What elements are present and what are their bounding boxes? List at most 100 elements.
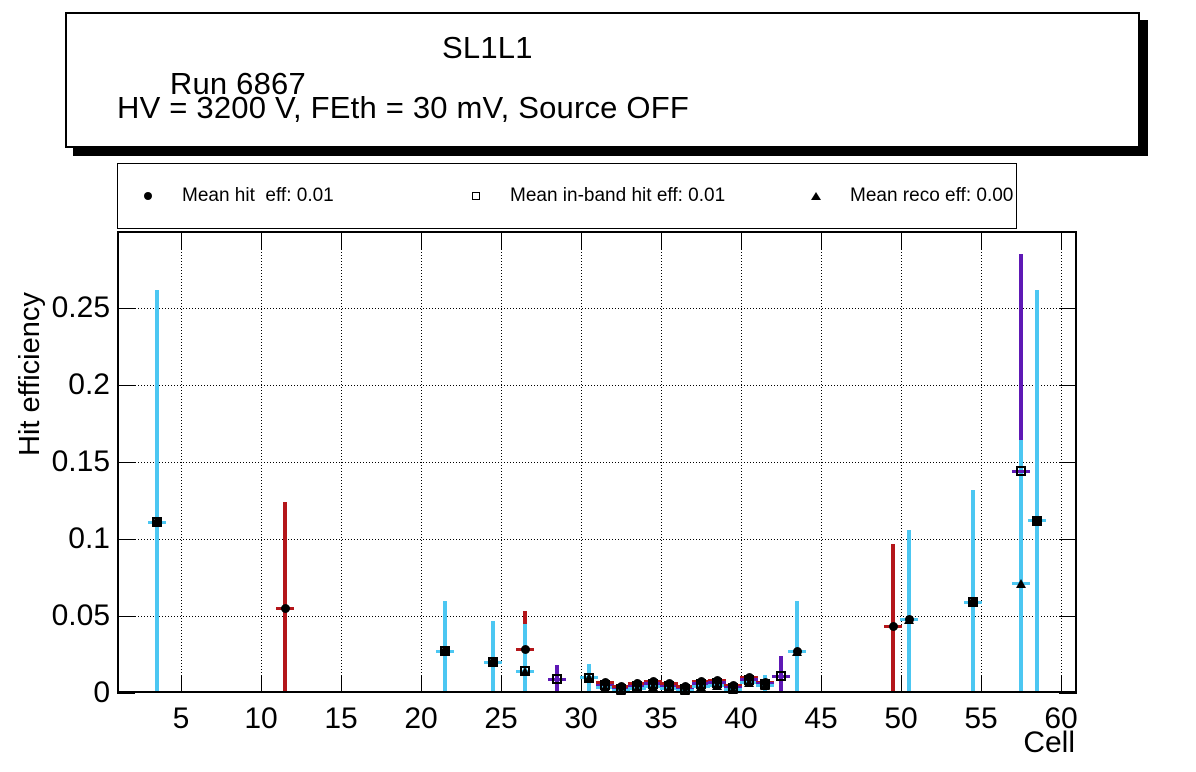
marker-reco-triangle	[664, 683, 674, 693]
error-bar-vertical-reco	[971, 489, 975, 693]
marker-hit-circle	[712, 676, 722, 686]
error-bar-vertical-reco	[491, 620, 495, 693]
error-bar-vertical-inband	[779, 656, 783, 693]
error-bar-vertical-reco	[907, 529, 911, 693]
y-axis-tick	[117, 693, 135, 694]
x-axis-tick-top	[181, 231, 182, 249]
marker-reco-triangle	[680, 686, 690, 696]
y-axis-tick	[117, 462, 135, 463]
marker-hit-circle	[744, 673, 754, 683]
error-bar-vertical-hit	[891, 543, 895, 693]
marker-reco-triangle	[760, 680, 770, 690]
marker-reco-triangle	[904, 614, 914, 624]
y-axis-tick	[117, 385, 135, 386]
marker-reco-triangle	[616, 686, 626, 696]
legend-circle-icon	[144, 192, 152, 200]
y-axis-tick	[117, 539, 135, 540]
marker-reco-triangle	[632, 683, 642, 693]
legend-box: Mean hit eff: 0.01 Mean in-band hit eff: …	[117, 163, 1017, 229]
x-tick-label: 20	[404, 702, 438, 735]
y-gridline	[117, 462, 1077, 463]
legend-triangle-icon	[811, 192, 821, 200]
x-axis-tick-top	[421, 231, 422, 249]
superlayer-label: SL1L1	[442, 30, 533, 65]
x-axis-tick-top	[261, 231, 262, 249]
marker-reco-triangle	[520, 666, 530, 676]
x-axis-tick	[1061, 675, 1062, 693]
x-axis-tick-top	[1061, 231, 1062, 249]
x-axis-tick	[581, 675, 582, 693]
title-line-conditions: HV = 3200 V, FEth = 30 mV, Source OFF	[117, 90, 690, 125]
marker-reco-triangle	[696, 681, 706, 691]
marker-reco-triangle	[488, 657, 498, 667]
error-bar-vertical-reco	[1019, 440, 1023, 693]
y-tick-label: 0.2	[68, 368, 110, 401]
x-tick-label: 35	[644, 702, 678, 735]
x-axis-tick	[821, 675, 822, 693]
error-bar-horizontal-inband	[772, 674, 790, 678]
x-axis-tick	[501, 675, 502, 693]
marker-inband-square	[552, 674, 562, 685]
error-bar-vertical-reco	[1035, 289, 1039, 693]
marker-reco-triangle	[1032, 516, 1042, 526]
marker-reco-triangle	[968, 597, 978, 607]
x-axis-title: Cell	[1023, 726, 1075, 759]
marker-reco-triangle	[1016, 579, 1026, 589]
error-bar-vertical-reco	[795, 600, 799, 693]
x-axis-tick-top	[341, 231, 342, 249]
title-box: Run 6867 SL1L1 HV = 3200 V, FEth = 30 mV…	[65, 12, 1140, 148]
x-axis-tick-top	[661, 231, 662, 249]
x-axis-tick-top	[821, 231, 822, 249]
x-tick-label: 55	[964, 702, 998, 735]
x-tick-label: 25	[484, 702, 518, 735]
y-axis-tick-right	[1059, 616, 1077, 617]
y-tick-label: 0.15	[51, 445, 110, 478]
y-axis-tick-right	[1059, 462, 1077, 463]
marker-hit-circle	[696, 676, 706, 686]
y-axis-tick	[117, 308, 135, 309]
x-tick-label: 60	[1044, 702, 1078, 735]
x-tick-label: 40	[724, 702, 758, 735]
x-tick-label: 5	[172, 702, 190, 735]
marker-reco-triangle	[152, 517, 162, 527]
legend-entry-label: Mean hit eff: 0.01	[182, 185, 334, 206]
x-axis-tick	[261, 675, 262, 693]
x-axis-tick	[981, 675, 982, 693]
marker-reco-triangle	[792, 646, 802, 656]
marker-reco-triangle	[712, 680, 722, 690]
y-tick-label: 0.05	[51, 599, 110, 632]
x-tick-label: 30	[564, 702, 598, 735]
run-number-label: Run 6867	[169, 66, 306, 101]
y-axis-tick-right	[1059, 385, 1077, 386]
y-gridline	[117, 385, 1077, 386]
y-tick-label: 0.25	[51, 291, 110, 324]
y-axis-tick-right	[1059, 693, 1077, 694]
error-bar-horizontal-inband	[548, 677, 566, 681]
error-bar-vertical-reco	[523, 623, 527, 693]
error-bar-vertical-hit	[283, 502, 287, 693]
y-tick-label: 0	[93, 676, 110, 709]
marker-inband-square	[1016, 466, 1026, 477]
x-tick-label: 15	[324, 702, 358, 735]
x-axis-tick-top	[501, 231, 502, 249]
y-axis-tick-right	[1059, 308, 1077, 309]
marker-hit-circle	[648, 676, 658, 686]
x-axis-tick-top	[981, 231, 982, 249]
y-axis-title: Hit efficiency	[14, 292, 46, 456]
y-axis-tick-right	[1059, 539, 1077, 540]
marker-hit-circle	[632, 679, 642, 689]
x-axis-tick	[181, 675, 182, 693]
error-bar-vertical-reco	[155, 289, 159, 693]
marker-reco-triangle	[648, 681, 658, 691]
y-gridline	[117, 616, 1077, 617]
marker-inband-square	[776, 671, 786, 682]
x-tick-label: 45	[804, 702, 838, 735]
marker-reco-triangle	[440, 646, 450, 656]
legend-entry-label: Mean reco eff: 0.00	[850, 185, 1014, 206]
x-tick-label: 50	[884, 702, 918, 735]
marker-hit-circle	[280, 603, 290, 613]
marker-hit-circle	[664, 679, 674, 689]
marker-hit-circle	[520, 645, 530, 655]
